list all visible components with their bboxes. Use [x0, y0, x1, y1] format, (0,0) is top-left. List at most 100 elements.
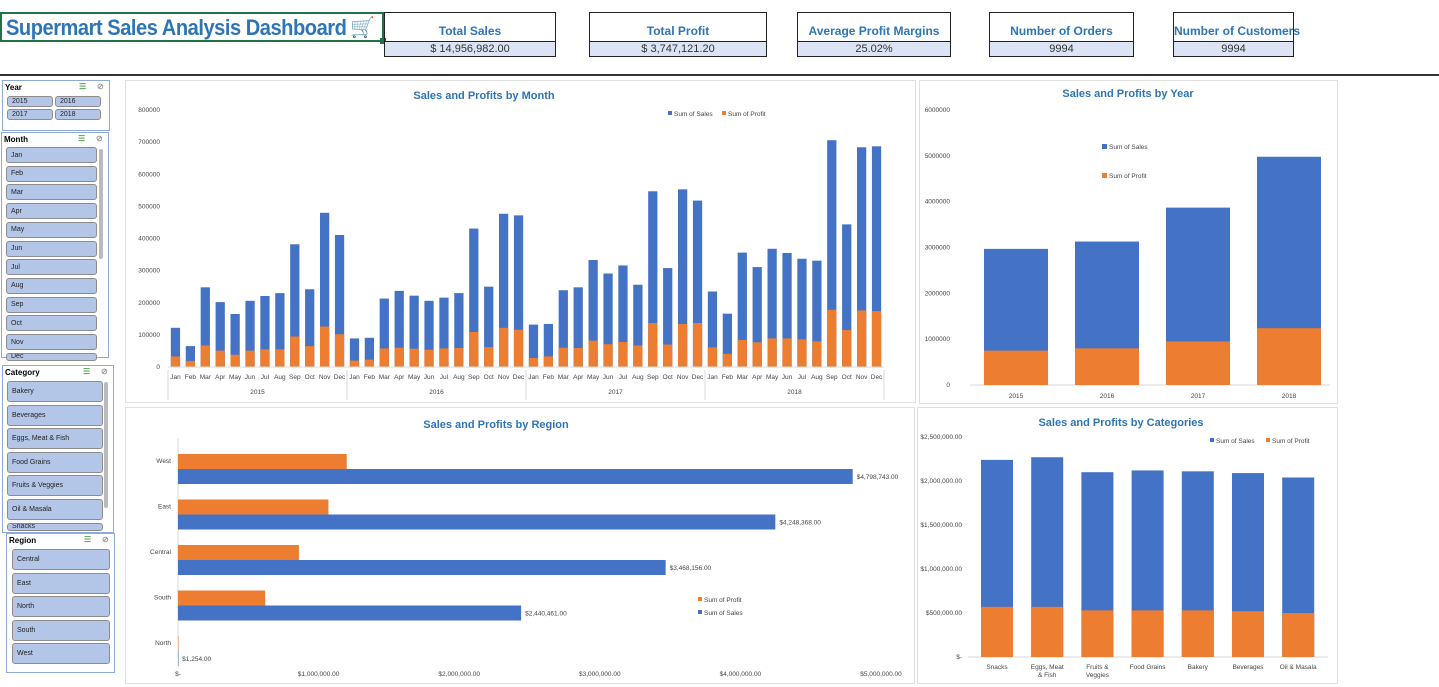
- slicer-item-food-grains[interactable]: Food Grains: [7, 451, 103, 473]
- y-tick-label: 2000000: [925, 290, 951, 297]
- slicer-scrollbar[interactable]: [104, 382, 108, 508]
- bar-profit: [349, 360, 360, 367]
- cell-fill-handle[interactable]: [380, 38, 386, 44]
- legend-label-sales: Sum of Sales: [1109, 144, 1148, 151]
- clear-filter-icon[interactable]: ⊘: [101, 367, 108, 376]
- data-label: $4,798,743.00: [857, 474, 899, 481]
- slicer-item-central[interactable]: Central: [12, 549, 110, 570]
- x-tick-label: $3,000,000.00: [579, 671, 621, 678]
- bar-profit: [185, 360, 195, 367]
- slicer-region[interactable]: Region ☰ ⊘ Central East North South West: [6, 533, 115, 673]
- slicer-item-2016[interactable]: 2016: [55, 96, 101, 107]
- slicer-item-beverages[interactable]: Beverages: [7, 404, 103, 426]
- slicer-item-2015[interactable]: 2015: [7, 96, 53, 107]
- slicer-scrollbar[interactable]: [99, 149, 103, 259]
- bar-sales: [178, 514, 776, 530]
- dashboard-title-cell[interactable]: Supermart Sales Analysis Dashboard 🛒: [0, 12, 386, 44]
- slicer-item-snacks[interactable]: Snacks: [7, 522, 103, 531]
- x-tick-label: Food Grains: [1130, 664, 1167, 671]
- kpi-value: $ 14,956,982.00: [385, 42, 555, 56]
- bar-profit: [178, 636, 179, 651]
- y-tick-label: 300000: [138, 268, 160, 275]
- slicer-item-bakery[interactable]: Bakery: [7, 381, 103, 402]
- slicer-item-apr[interactable]: Apr: [6, 203, 97, 220]
- bar-profit: [752, 342, 762, 367]
- bar-profit: [588, 340, 598, 367]
- bar-profit: [1181, 610, 1214, 657]
- bar-sales: [782, 252, 792, 367]
- slicer-item-feb[interactable]: Feb: [6, 165, 97, 182]
- slicer-item-fruits-veggies[interactable]: Fruits & Veggies: [7, 475, 103, 497]
- multi-select-icon[interactable]: ☰: [79, 82, 87, 91]
- bar-sales: [618, 265, 628, 367]
- bar-sales: [663, 268, 673, 367]
- slicer-item-eggs-meat-fish[interactable]: Eggs, Meat & Fish: [7, 428, 103, 450]
- bar-profit: [469, 331, 479, 367]
- slicer-item-jun[interactable]: Jun: [6, 240, 97, 257]
- bar-profit: [618, 341, 628, 367]
- x-tick-month: May: [229, 374, 242, 381]
- multi-select-icon[interactable]: ☰: [84, 535, 92, 544]
- slicer-item-2017[interactable]: 2017: [7, 109, 53, 120]
- y-tick-label: 100000: [138, 332, 160, 339]
- bar-sales: [842, 224, 852, 367]
- bar-profit: [692, 322, 703, 367]
- x-tick-month: Aug: [632, 374, 644, 381]
- x-tick-month: Apr: [394, 374, 405, 381]
- slicer-item-oil-masala[interactable]: Oil & Masala: [7, 499, 103, 520]
- slicer-item-aug[interactable]: Aug: [6, 277, 97, 294]
- slicer-item-oct[interactable]: Oct: [6, 315, 97, 332]
- x-tick-label: $4,000,000.00: [720, 671, 762, 678]
- slicer-item-sep[interactable]: Sep: [6, 296, 97, 313]
- x-tick-month: Sep: [468, 374, 480, 381]
- slicer-item-jan[interactable]: Jan: [6, 147, 97, 163]
- chart-title: Sales and Profits by Month: [413, 90, 554, 102]
- slicer-title: Category: [5, 368, 40, 377]
- slicer-item-may[interactable]: May: [6, 221, 97, 238]
- legend-swatch-sales: [1102, 144, 1107, 149]
- slicer-item-mar[interactable]: Mar: [6, 184, 97, 201]
- x-tick-month: May: [408, 374, 421, 381]
- slicer-item-south[interactable]: South: [12, 619, 110, 641]
- bar-profit: [1131, 610, 1164, 657]
- bar-sales: [857, 147, 867, 367]
- clear-filter-icon[interactable]: ⊘: [102, 535, 109, 544]
- x-tick-month: Jun: [782, 374, 793, 381]
- bar-profit: [320, 326, 330, 367]
- slicer-item-north[interactable]: North: [12, 596, 110, 618]
- x-tick-month: May: [766, 374, 779, 381]
- x-tick-label: $5,000,000.00: [860, 671, 902, 678]
- slicer-title: Year: [5, 83, 22, 92]
- slicer-month[interactable]: Month ☰ ⊘ Jan Feb Mar Apr May Jun Jul Aug Sep Oct Nov…: [1, 132, 109, 361]
- slicer-item-jul[interactable]: Jul: [6, 259, 97, 276]
- slicer-item-dec[interactable]: Dec: [6, 352, 97, 361]
- bar-profit: [230, 354, 240, 367]
- y-tick-label: 200000: [138, 300, 160, 307]
- clear-filter-icon[interactable]: ⊘: [97, 82, 104, 91]
- bar-sales: [230, 313, 240, 367]
- bar-profit: [1232, 611, 1264, 657]
- bar-profit: [424, 349, 434, 367]
- x-tick-label: Fruits & Veggies: [1086, 664, 1110, 679]
- bar-profit: [842, 330, 852, 367]
- x-tick-label: Snacks: [986, 664, 1008, 671]
- clear-filter-icon[interactable]: ⊘: [96, 134, 103, 143]
- shopping-cart-icon: 🛒: [350, 17, 375, 39]
- bar-profit: [737, 340, 747, 367]
- slicer-item-east[interactable]: East: [12, 572, 110, 594]
- legend-swatch-profit: [1102, 173, 1107, 178]
- multi-select-icon[interactable]: ☰: [83, 367, 91, 376]
- bar-sales: [737, 252, 747, 367]
- slicer-item-west[interactable]: West: [12, 643, 110, 665]
- bar-profit: [663, 344, 673, 367]
- kpi-label: Number of Orders: [990, 13, 1133, 42]
- slicer-item-2018[interactable]: 2018: [55, 109, 101, 120]
- bar-profit: [394, 347, 404, 367]
- bar-sales: [573, 287, 583, 367]
- slicer-category[interactable]: Category ☰ ⊘ Bakery Beverages Eggs, Meat & Fi…: [2, 365, 114, 533]
- slicer-year[interactable]: Year ☰ ⊘ 2015 2016 2017 2018: [2, 80, 110, 131]
- slicer-item-nov[interactable]: Nov: [6, 334, 97, 350]
- bar-sales: [178, 605, 522, 621]
- multi-select-icon[interactable]: ☰: [78, 134, 86, 143]
- bar-profit: [648, 322, 658, 367]
